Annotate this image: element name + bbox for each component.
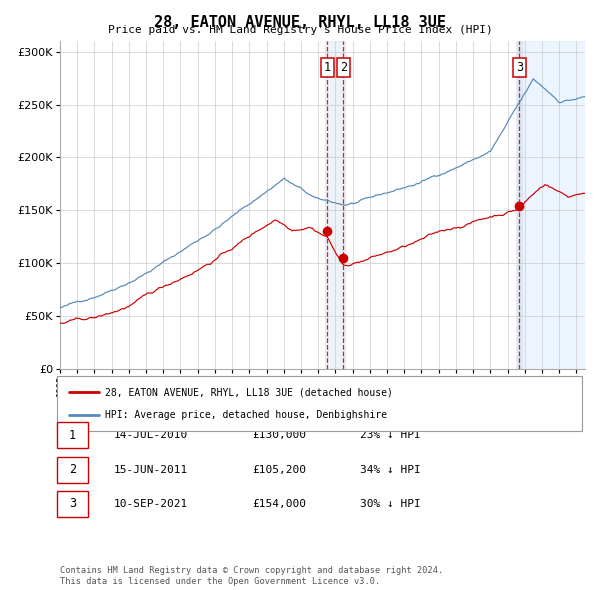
Bar <box>516 41 600 369</box>
Text: 10-SEP-2021: 10-SEP-2021 <box>114 499 188 509</box>
Text: HPI: Average price, detached house, Denbighshire: HPI: Average price, detached house, Denb… <box>105 409 387 419</box>
Text: Price paid vs. HM Land Registry's House Price Index (HPI): Price paid vs. HM Land Registry's House … <box>107 25 493 35</box>
Text: 3: 3 <box>69 497 76 510</box>
Text: 34% ↓ HPI: 34% ↓ HPI <box>360 465 421 474</box>
Text: 2: 2 <box>69 463 76 476</box>
Bar <box>325 41 345 369</box>
Text: 15-JUN-2011: 15-JUN-2011 <box>114 465 188 474</box>
Text: This data is licensed under the Open Government Licence v3.0.: This data is licensed under the Open Gov… <box>60 577 380 586</box>
Text: 2: 2 <box>340 61 347 74</box>
Text: 1: 1 <box>69 429 76 442</box>
Text: Contains HM Land Registry data © Crown copyright and database right 2024.: Contains HM Land Registry data © Crown c… <box>60 566 443 575</box>
Text: 14-JUL-2010: 14-JUL-2010 <box>114 431 188 440</box>
Text: £154,000: £154,000 <box>252 499 306 509</box>
Bar <box>517 41 521 369</box>
Text: 3: 3 <box>516 61 523 74</box>
Text: 28, EATON AVENUE, RHYL, LL18 3UE: 28, EATON AVENUE, RHYL, LL18 3UE <box>154 15 446 30</box>
Text: £130,000: £130,000 <box>252 431 306 440</box>
Text: 28, EATON AVENUE, RHYL, LL18 3UE (detached house): 28, EATON AVENUE, RHYL, LL18 3UE (detach… <box>105 387 393 397</box>
Text: 1: 1 <box>324 61 331 74</box>
Text: 23% ↓ HPI: 23% ↓ HPI <box>360 431 421 440</box>
Text: £105,200: £105,200 <box>252 465 306 474</box>
Text: 30% ↓ HPI: 30% ↓ HPI <box>360 499 421 509</box>
